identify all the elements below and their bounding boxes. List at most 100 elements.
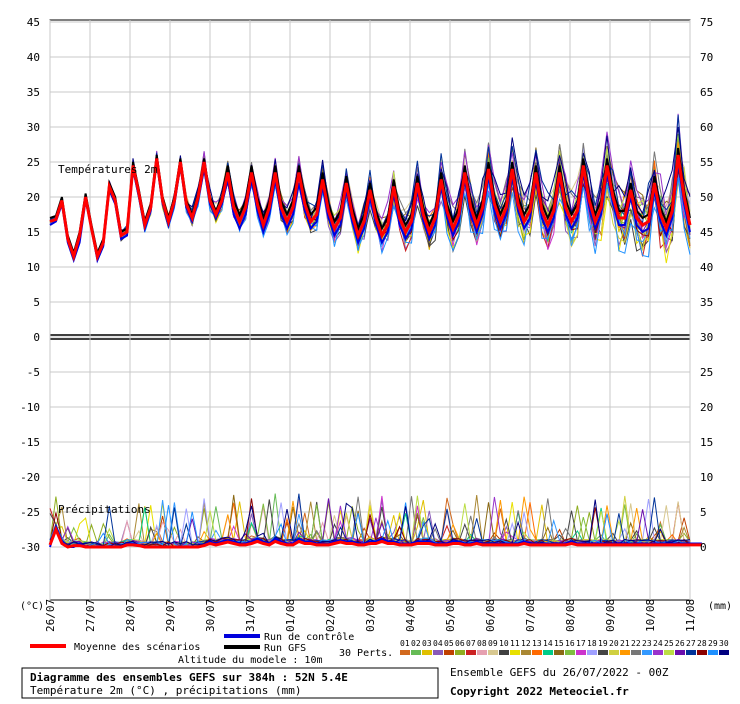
right-tick-label: 10 bbox=[700, 471, 713, 484]
right-tick-label: 45 bbox=[700, 226, 713, 239]
member-color-swatch bbox=[400, 650, 410, 655]
member-color-swatch bbox=[609, 650, 619, 655]
member-color-swatch bbox=[411, 650, 421, 655]
member-number: 04 bbox=[433, 639, 443, 648]
member-number: 03 bbox=[422, 639, 432, 648]
member-number: 10 bbox=[499, 639, 509, 648]
member-color-swatch bbox=[455, 650, 465, 655]
member-color-swatch bbox=[719, 650, 729, 655]
right-tick-label: 0 bbox=[700, 541, 707, 554]
right-tick-label: 40 bbox=[700, 261, 713, 274]
mean-temperature-line bbox=[49, 154, 692, 262]
chart-subtitle: Température 2m (°C) , précipitations (mm… bbox=[30, 684, 302, 697]
run-label: Ensemble GEFS du 26/07/2022 - 00Z bbox=[450, 666, 669, 679]
x-tick-label: 29/07 bbox=[164, 599, 177, 632]
member-color-swatch bbox=[532, 650, 542, 655]
right-tick-label: 5 bbox=[700, 506, 707, 519]
gridlines bbox=[49, 20, 691, 600]
member-color-swatch bbox=[664, 650, 674, 655]
member-color-swatch bbox=[422, 650, 432, 655]
member-number: 30 bbox=[719, 639, 729, 648]
x-tick-label: 28/07 bbox=[124, 599, 137, 632]
member-color-swatch bbox=[576, 650, 586, 655]
left-tick-label: 15 bbox=[27, 226, 40, 239]
left-tick-label: 30 bbox=[27, 121, 40, 134]
member-number: 01 bbox=[400, 639, 410, 648]
left-tick-label: 20 bbox=[27, 191, 40, 204]
member-number: 24 bbox=[653, 639, 663, 648]
right-tick-label: 35 bbox=[700, 296, 713, 309]
member-color-swatch bbox=[554, 650, 564, 655]
x-tick-label: 07/08 bbox=[524, 599, 537, 632]
member-color-swatch bbox=[510, 650, 520, 655]
left-tick-label: -20 bbox=[20, 471, 40, 484]
member-color-swatch bbox=[620, 650, 630, 655]
member-number: 21 bbox=[620, 639, 630, 648]
x-tick-label: 11/08 bbox=[684, 599, 697, 632]
left-tick-label: -25 bbox=[20, 506, 40, 519]
member-color-swatch bbox=[598, 650, 608, 655]
member-color-swatch bbox=[587, 650, 597, 655]
member-number: 23 bbox=[642, 639, 652, 648]
member-number: 13 bbox=[532, 639, 542, 648]
ensemble-member-temp-line bbox=[49, 127, 691, 257]
x-tick-label: 04/08 bbox=[404, 599, 417, 632]
member-color-swatch bbox=[642, 650, 652, 655]
left-tick-label: 40 bbox=[27, 51, 40, 64]
member-color-swatch bbox=[466, 650, 476, 655]
right-tick-label: 15 bbox=[700, 436, 713, 449]
right-tick-label: 70 bbox=[700, 51, 713, 64]
left-tick-label: 35 bbox=[27, 86, 40, 99]
left-tick-label: 5 bbox=[33, 296, 40, 309]
member-color-swatch bbox=[708, 650, 718, 655]
main-series bbox=[48, 147, 702, 549]
copyright-label: Copyright 2022 Meteociel.fr bbox=[450, 685, 629, 698]
right-tick-label: 50 bbox=[700, 191, 713, 204]
right-tick-label: 25 bbox=[700, 366, 713, 379]
x-tick-label: 08/08 bbox=[564, 599, 577, 632]
left-tick-label: -30 bbox=[20, 541, 40, 554]
legend-gfs-label: Run GFS bbox=[264, 643, 306, 654]
member-number: 08 bbox=[477, 639, 487, 648]
x-tick-label: 02/08 bbox=[324, 599, 337, 632]
x-tick-label: 27/07 bbox=[84, 599, 97, 632]
x-tick-label: 31/07 bbox=[244, 599, 257, 632]
left-tick-label: 0 bbox=[33, 331, 40, 344]
x-tick-label: 03/08 bbox=[364, 599, 377, 632]
x-tick-label: 05/08 bbox=[444, 599, 457, 632]
left-tick-label: 45 bbox=[27, 16, 40, 29]
left-tick-label: 25 bbox=[27, 156, 40, 169]
member-number: 12 bbox=[521, 639, 531, 648]
member-legend: 01 02 03 04 05 06 07 08 09 10 11 12 13 14 15 16 17 18 19 20… bbox=[400, 639, 729, 655]
right-tick-label: 20 bbox=[700, 401, 713, 414]
left-tick-label: -15 bbox=[20, 436, 40, 449]
member-color-swatch bbox=[543, 650, 553, 655]
member-color-swatch bbox=[697, 650, 707, 655]
member-number: 05 bbox=[444, 639, 454, 648]
info-box bbox=[21, 667, 439, 699]
member-color-swatch bbox=[653, 650, 663, 655]
right-tick-label: 65 bbox=[700, 86, 713, 99]
unit-left: (°C) bbox=[20, 601, 44, 612]
member-color-swatch bbox=[565, 650, 575, 655]
left-tick-label: -10 bbox=[20, 401, 40, 414]
member-color-swatch bbox=[686, 650, 696, 655]
member-number: 09 bbox=[488, 639, 498, 648]
member-color-swatch bbox=[521, 650, 531, 655]
member-number: 14 bbox=[543, 639, 553, 648]
x-tick-label: 26/07 bbox=[44, 599, 57, 632]
member-number: 28 bbox=[697, 639, 707, 648]
gfs-temperature-line bbox=[49, 147, 691, 257]
legend-perts-label: 30 Perts. bbox=[339, 648, 393, 659]
legend-mean-label: Moyenne des scénarios bbox=[74, 641, 200, 653]
precip-label: Précipitations bbox=[58, 503, 151, 516]
member-number: 22 bbox=[631, 639, 641, 648]
right-tick-label: 75 bbox=[700, 16, 713, 29]
member-number: 15 bbox=[554, 639, 564, 648]
left-tick-label: -5 bbox=[27, 366, 40, 379]
member-number: 02 bbox=[411, 639, 421, 648]
x-tick-label: 10/08 bbox=[644, 599, 657, 632]
member-number: 20 bbox=[609, 639, 619, 648]
member-color-swatch bbox=[433, 650, 443, 655]
